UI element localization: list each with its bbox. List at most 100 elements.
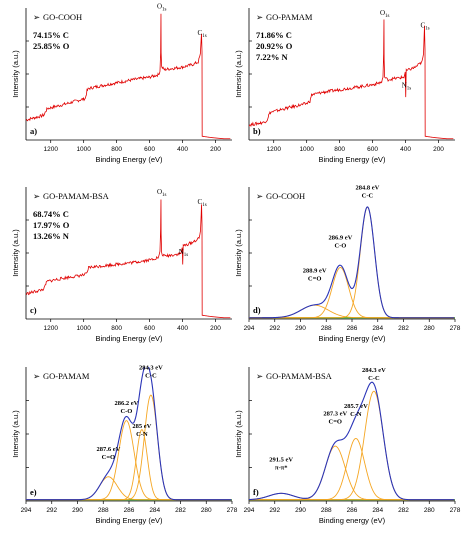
peak-energy-label: 285 eV <box>132 423 151 430</box>
peak-energy-label: 284.8 eV <box>356 184 380 191</box>
panel-title: GO-PAMAM-BSA <box>266 371 333 381</box>
x-tick-label: 284 <box>372 325 383 332</box>
x-tick-label: 288 <box>98 507 109 514</box>
plot-area <box>26 199 231 319</box>
x-tick-label: 278 <box>450 325 461 332</box>
peak-bond-label: C-C <box>368 375 380 382</box>
x-tick-label: 1200 <box>43 325 58 332</box>
x-tick-label: 290 <box>295 325 306 332</box>
peak-bond-label: C-N <box>350 411 362 418</box>
fit-component-2 <box>249 266 455 319</box>
fit-envelope <box>249 381 455 501</box>
x-tick-label: 280 <box>424 507 435 514</box>
x-tick-label: 286 <box>347 325 358 332</box>
fit-component-1 <box>249 206 455 319</box>
panel-title: GO-COOH <box>266 191 305 201</box>
x-tick-label: 280 <box>201 507 212 514</box>
x-tick-label: 284 <box>372 507 383 514</box>
x-tick-label: 800 <box>111 325 122 332</box>
survey-spectrum-line <box>26 199 231 319</box>
y-axis-label: Intensity (a.u.) <box>234 229 243 277</box>
x-tick-label: 286 <box>347 507 358 514</box>
x-tick-label: 1200 <box>266 146 281 153</box>
x-tick-label: 1200 <box>43 146 58 153</box>
peak-label: C1s <box>198 198 207 208</box>
x-tick-label: 282 <box>175 507 186 514</box>
peak-label: O1s <box>157 188 167 198</box>
x-tick-label: 1000 <box>76 146 91 153</box>
x-tick-label: 288 <box>321 325 332 332</box>
x-tick-label: 400 <box>177 325 188 332</box>
title-arrow-icon: ➢ <box>256 12 264 22</box>
panel-f: 294 292 290 288 286 284 282 280 278 Binding energ… <box>234 367 461 525</box>
fit-envelope <box>26 367 232 501</box>
panel-letter: a) <box>30 126 37 136</box>
fit-component-3 <box>249 445 455 501</box>
x-tick-label: 286 <box>124 507 135 514</box>
x-tick-label: 290 <box>72 507 83 514</box>
peak-energy-label: 291.5 eV <box>269 456 293 463</box>
title-arrow-icon: ➢ <box>256 191 264 201</box>
x-tick-label: 278 <box>227 507 238 514</box>
panel-title: GO-PAMAM-BSA <box>43 191 110 201</box>
x-tick-label: 278 <box>450 507 461 514</box>
panel-letter: f) <box>253 487 259 497</box>
panel-b: 1200 1000 800 600 400 200 Binding Energy (eV) I… <box>234 8 455 164</box>
x-tick-label: 600 <box>144 146 155 153</box>
panel-letter: c) <box>30 305 37 315</box>
survey-spectrum-line <box>26 13 231 140</box>
panel-title: GO-COOH <box>43 12 82 22</box>
peak-bond-label: C=O <box>329 418 342 425</box>
peak-bond-label: C-O <box>120 408 132 415</box>
x-tick-label: 284 <box>149 507 160 514</box>
x-tick-label: 600 <box>367 146 378 153</box>
panel-d: 294 292 290 288 286 284 282 280 278 Binding Energ… <box>234 184 461 343</box>
x-tick-label: 292 <box>269 325 280 332</box>
peak-bond-label: C=O <box>308 275 321 282</box>
x-tick-label: 292 <box>46 507 57 514</box>
panel-title: GO-PAMAM <box>266 12 313 22</box>
peak-label: C1s <box>198 29 207 39</box>
peak-label: N1s <box>402 82 412 92</box>
panel-letter: d) <box>253 305 261 315</box>
peak-energy-label: 286.2 eV <box>115 400 139 407</box>
peak-energy-label: 287.6 eV <box>96 446 120 453</box>
composition-label: 7.22% N <box>256 52 289 62</box>
plot-area <box>249 19 454 140</box>
x-tick-label: 294 <box>21 507 32 514</box>
panel-a: 1200 1000 800 600 400 200 Binding Energy (eV) I… <box>11 3 232 164</box>
y-axis-label: Intensity (a.u.) <box>234 410 243 458</box>
x-tick-label: 1000 <box>299 146 314 153</box>
composition-label: 71.86% C <box>256 30 292 40</box>
panel-letter: b) <box>253 126 261 136</box>
x-tick-label: 294 <box>244 507 255 514</box>
x-axis-label: Binding Energy (eV) <box>318 155 386 164</box>
x-tick-label: 400 <box>400 146 411 153</box>
survey-spectrum-line <box>249 19 454 140</box>
composition-label: 20.92% O <box>256 41 293 51</box>
x-tick-label: 400 <box>177 146 188 153</box>
plot-area <box>249 381 455 501</box>
peak-energy-label: 288.9 eV <box>303 267 327 274</box>
fit-component-3 <box>26 420 232 501</box>
y-axis-label: Intensity (a.u.) <box>11 50 20 98</box>
title-arrow-icon: ➢ <box>33 371 41 381</box>
peak-energy-label: 285.7 eV <box>344 403 368 410</box>
peak-bond-label: π-π* <box>275 464 288 471</box>
panel-letter: e) <box>30 487 37 497</box>
x-tick-label: 282 <box>398 325 409 332</box>
x-tick-label: 292 <box>269 507 280 514</box>
plot-area <box>26 367 232 501</box>
x-tick-label: 200 <box>210 146 221 153</box>
peak-label: O1s <box>157 3 167 13</box>
peak-label: C1s <box>421 21 430 31</box>
composition-label: 17.97% O <box>33 220 70 230</box>
peak-bond-label: C-C <box>145 372 157 379</box>
fit-envelope <box>249 206 455 319</box>
x-axis-label: Binding Energy (eV) <box>318 334 386 343</box>
fit-component-2 <box>26 428 232 501</box>
x-tick-label: 800 <box>334 146 345 153</box>
peak-bond-label: C=O <box>102 454 115 461</box>
x-tick-label: 800 <box>111 146 122 153</box>
